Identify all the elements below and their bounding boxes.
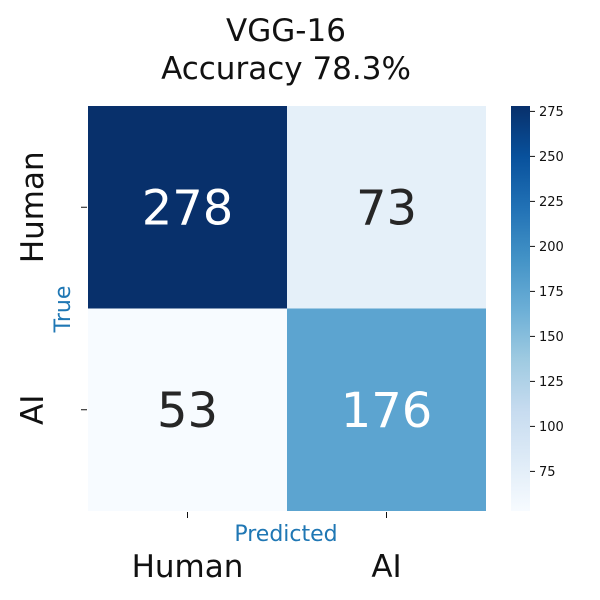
colorbar-ticks: 75 100 125 150 175 200 225 250 275	[530, 105, 564, 480]
x-ticks: Human AI	[132, 512, 402, 585]
x-axis-title: Predicted	[234, 522, 337, 547]
cell-label-ai-ai: 176	[341, 383, 433, 439]
heatmap-cell-ai-ai	[287, 308, 486, 511]
cell-label-human-ai: 73	[356, 180, 417, 236]
heatmap-cells	[88, 106, 486, 511]
cell-label-human-human: 278	[142, 180, 234, 236]
chart-title-line-1: VGG-16	[226, 13, 346, 49]
colorbar-tick-label-75: 75	[539, 465, 556, 480]
colorbar-tick-label-125: 125	[539, 375, 564, 390]
heatmap-cell-ai-human	[88, 308, 287, 511]
heatmap-cell-human-human	[88, 106, 287, 309]
heatmap-cell-human-ai	[287, 106, 486, 309]
y-axis-title: True	[51, 286, 76, 334]
colorbar-gradient	[511, 106, 530, 511]
colorbar: 75 100 125 150 175 200 225 250 275	[511, 105, 564, 511]
colorbar-tick-label-150: 150	[539, 330, 564, 345]
colorbar-tick-label-275: 275	[539, 105, 564, 120]
y-tick-label-human: Human	[15, 151, 51, 263]
colorbar-tick-label-250: 250	[539, 150, 564, 165]
y-ticks: Human AI	[15, 151, 87, 425]
colorbar-tick-label-225: 225	[539, 195, 564, 210]
cell-label-ai-human: 53	[157, 383, 218, 439]
x-tick-label-ai: AI	[371, 549, 401, 585]
chart-title-line-2: Accuracy 78.3%	[161, 51, 411, 87]
x-tick-label-human: Human	[132, 549, 244, 585]
cell-labels: 278 73 53 176	[142, 180, 433, 439]
colorbar-tick-label-200: 200	[539, 240, 564, 255]
y-tick-label-ai: AI	[15, 395, 51, 425]
colorbar-tick-label-175: 175	[539, 285, 564, 300]
colorbar-tick-label-100: 100	[539, 420, 564, 435]
